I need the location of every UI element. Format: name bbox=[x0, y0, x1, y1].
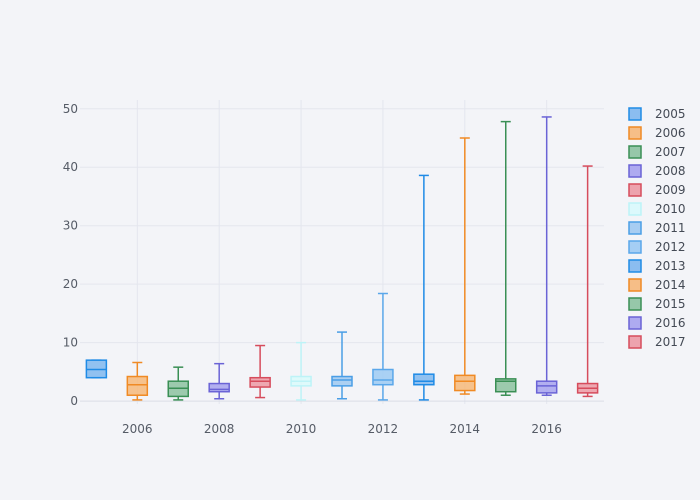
legend-label: 2010 bbox=[655, 202, 686, 216]
legend-label: 2017 bbox=[655, 335, 686, 349]
legend-swatch bbox=[628, 164, 642, 178]
y-tick-label: 30 bbox=[63, 219, 78, 233]
legend-item-2007[interactable]: 2007 bbox=[628, 145, 686, 159]
legend-swatch bbox=[628, 335, 642, 349]
x-tick-label: 2014 bbox=[450, 422, 481, 436]
legend-swatch bbox=[628, 221, 642, 235]
box-2005[interactable] bbox=[85, 359, 108, 379]
legend-swatch bbox=[628, 183, 642, 197]
legend-swatch bbox=[628, 145, 642, 159]
box-2007[interactable] bbox=[167, 366, 189, 401]
legend-label: 2016 bbox=[655, 316, 686, 330]
legend-swatch bbox=[628, 240, 642, 254]
legend-label: 2011 bbox=[655, 221, 686, 235]
y-tick-label: 0 bbox=[70, 394, 78, 408]
legend-item-2014[interactable]: 2014 bbox=[628, 278, 686, 292]
box-body bbox=[331, 375, 353, 387]
box-2016[interactable] bbox=[535, 116, 558, 396]
box-2017[interactable] bbox=[576, 165, 599, 398]
box-2013[interactable] bbox=[413, 174, 435, 401]
legend-swatch bbox=[628, 297, 642, 311]
legend-item-2017[interactable]: 2017 bbox=[628, 335, 686, 349]
legend-item-2012[interactable]: 2012 bbox=[628, 240, 686, 254]
legend-label: 2015 bbox=[655, 297, 686, 311]
box-2010[interactable] bbox=[290, 341, 312, 401]
legend-item-2015[interactable]: 2015 bbox=[628, 297, 686, 311]
box-2015[interactable] bbox=[495, 120, 517, 396]
box-body bbox=[208, 382, 230, 393]
box-layer bbox=[85, 116, 599, 401]
legend-label: 2013 bbox=[655, 259, 686, 273]
axis-layer: 2006 2008 2010 2012 2014 2016 0 10 20 30 40 50 bbox=[63, 102, 562, 436]
y-tick-label: 50 bbox=[63, 102, 78, 116]
y-tick-label: 20 bbox=[63, 277, 78, 291]
legend-label: 2014 bbox=[655, 278, 686, 292]
legend-item-2010[interactable]: 2010 bbox=[628, 202, 686, 216]
legend-label: 2009 bbox=[655, 183, 686, 197]
legend-swatch bbox=[628, 126, 642, 140]
x-tick-label: 2016 bbox=[531, 422, 562, 436]
legend-label: 2007 bbox=[655, 145, 686, 159]
legend-label: 2005 bbox=[655, 107, 686, 121]
legend-swatch bbox=[628, 107, 642, 121]
x-tick-label: 2008 bbox=[204, 422, 235, 436]
x-tick-label: 2006 bbox=[122, 422, 153, 436]
box-2008[interactable] bbox=[208, 362, 230, 400]
legend-label: 2008 bbox=[655, 164, 686, 178]
x-tick-label: 2010 bbox=[286, 422, 317, 436]
y-tick-label: 10 bbox=[63, 336, 78, 350]
box-body bbox=[413, 373, 435, 386]
box-body bbox=[372, 368, 394, 386]
legend-label: 2006 bbox=[655, 126, 686, 140]
box-body bbox=[126, 375, 149, 396]
legend-item-2009[interactable]: 2009 bbox=[628, 183, 686, 197]
box-2009[interactable] bbox=[249, 344, 271, 399]
legend-swatch bbox=[628, 202, 642, 216]
box-body bbox=[249, 376, 271, 388]
legend-item-2016[interactable]: 2016 bbox=[628, 316, 686, 330]
legend[interactable]: 2005 2006 2007 2008 2009 2010 2011 2012 2013 2014… bbox=[628, 107, 686, 349]
box-2011[interactable] bbox=[331, 331, 353, 400]
legend-item-2011[interactable]: 2011 bbox=[628, 221, 686, 235]
box-body bbox=[535, 380, 558, 394]
legend-swatch bbox=[628, 316, 642, 330]
y-tick-label: 40 bbox=[63, 160, 78, 174]
box-2012[interactable] bbox=[372, 292, 394, 401]
box-2006[interactable] bbox=[126, 361, 149, 401]
legend-item-2008[interactable]: 2008 bbox=[628, 164, 686, 178]
legend-swatch bbox=[628, 259, 642, 273]
box-body bbox=[495, 378, 517, 393]
box-body bbox=[454, 374, 476, 392]
legend-item-2005[interactable]: 2005 bbox=[628, 107, 686, 121]
box-2014[interactable] bbox=[454, 137, 476, 395]
legend-swatch bbox=[628, 278, 642, 292]
legend-item-2006[interactable]: 2006 bbox=[628, 126, 686, 140]
legend-label: 2012 bbox=[655, 240, 686, 254]
legend-item-2013[interactable]: 2013 bbox=[628, 259, 686, 273]
x-tick-label: 2012 bbox=[368, 422, 399, 436]
